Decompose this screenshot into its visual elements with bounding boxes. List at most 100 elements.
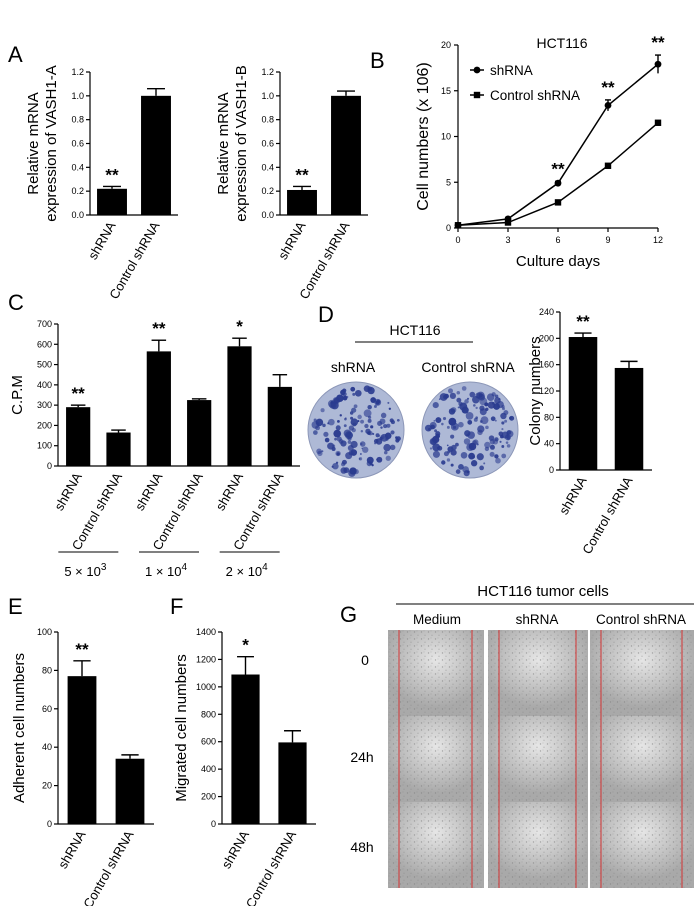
colony-dot <box>466 470 470 474</box>
y-tick-label: 0 <box>549 465 554 475</box>
colony-dot <box>491 392 496 397</box>
colony-dot <box>455 469 461 474</box>
colony-dot <box>432 401 439 409</box>
bar <box>146 351 171 466</box>
category-label: Control shRNA <box>243 828 300 906</box>
chart-colony-numbers: 0 40 80 120 160 200 240 Colony numbers ** shRNACo… <box>527 307 652 557</box>
panel-letter-d: D <box>318 302 334 327</box>
colony-dot <box>380 412 387 419</box>
bar <box>568 337 598 470</box>
colony-dot <box>472 440 477 446</box>
y-axis-label: Adherent cell numbers <box>11 653 28 803</box>
y-tick-label: 80 <box>42 665 52 675</box>
colony-dot <box>458 401 463 407</box>
data-point <box>604 101 612 109</box>
colony-dot <box>313 430 318 435</box>
colony-dot <box>494 454 499 459</box>
colony-dot <box>448 388 454 394</box>
colony-dot <box>467 431 475 439</box>
colony-dot <box>476 443 479 446</box>
colony-dot <box>373 438 379 444</box>
colony-dot <box>332 462 339 470</box>
colony-images: HCT116 shRNA Control shRNA <box>307 322 519 479</box>
colony-dot <box>504 419 508 423</box>
y-tick-label: 1200 <box>196 654 216 664</box>
colony-dot <box>501 428 504 431</box>
colony-dot <box>388 407 392 410</box>
significance-mark: * <box>236 317 243 336</box>
colony-dot <box>509 416 512 420</box>
category-label: shRNA <box>556 474 590 517</box>
colony-dot <box>365 428 371 434</box>
colony-dot <box>479 405 485 411</box>
colony-dot <box>327 442 335 450</box>
category-label: Control shRNA <box>80 828 137 906</box>
colony-dot <box>321 450 324 453</box>
colony-dot <box>470 460 478 467</box>
colony-dot <box>432 450 440 458</box>
wound-row-48h: 48h <box>350 839 373 855</box>
colony-dot <box>361 447 364 450</box>
panel-letter-g: G <box>340 602 357 627</box>
group-label: 1 × 104 <box>145 562 188 579</box>
chart-migrated-cells: 0 200 400 600 800 1000 1200 1400 Migrated cell n… <box>173 627 316 906</box>
panel-letter-f: F <box>170 594 183 619</box>
colony-dot <box>370 397 377 403</box>
colony-dot <box>468 452 475 460</box>
category-label: shRNA <box>85 219 119 262</box>
colony-dot <box>479 397 488 406</box>
colony-dot <box>446 458 451 462</box>
y-tick-label: 240 <box>539 307 554 317</box>
colony-dot <box>432 443 441 452</box>
colony-dot <box>386 423 391 428</box>
y-axis-label: Relative mRNA <box>25 92 42 195</box>
colony-dot <box>336 436 342 442</box>
colony-dot <box>350 440 358 449</box>
wound-image-texture <box>590 716 694 802</box>
colony-dot <box>354 389 362 397</box>
colony-dot <box>463 438 471 445</box>
y-axis-label: expression of VASH1-A <box>43 65 60 221</box>
y-tick-label: 0 <box>47 819 52 829</box>
colony-dot <box>360 429 364 433</box>
colony-dot <box>501 431 509 439</box>
colony-dot <box>383 443 391 452</box>
colony-dot <box>366 460 372 467</box>
wound-image-texture <box>590 630 694 716</box>
colony-dot <box>328 418 335 426</box>
significance-mark: ** <box>551 159 565 178</box>
legend-label: Control shRNA <box>490 88 580 103</box>
colony-dot <box>368 415 372 419</box>
category-label: shRNA <box>51 470 85 513</box>
colony-dot <box>337 419 340 423</box>
colony-dot <box>336 394 344 402</box>
colony-dot <box>455 442 459 447</box>
colony-dot <box>441 422 444 426</box>
chart-growth-curve: 0 5 10 15 20 0 3 6 9 12 Culture days Cell numbers (… <box>415 33 665 270</box>
colony-dot <box>389 444 396 451</box>
colony-dot <box>457 406 460 409</box>
colony-dot <box>340 389 346 396</box>
data-point <box>554 199 562 206</box>
x-axis-label: Culture days <box>516 253 600 270</box>
colony-dot <box>363 385 371 393</box>
bar <box>187 400 212 466</box>
colony-dot <box>484 446 490 452</box>
colony-dot <box>458 421 464 428</box>
colony-dot <box>315 425 321 431</box>
bar <box>115 758 145 824</box>
y-tick-label: 0.8 <box>261 115 274 125</box>
colony-dot <box>461 406 469 414</box>
colony-dot <box>464 399 469 404</box>
colony-dot <box>349 411 354 415</box>
colony-dot <box>433 419 436 422</box>
wound-image-texture <box>488 716 588 802</box>
colony-dot <box>466 443 475 452</box>
colony-dot <box>470 445 473 448</box>
y-tick-label: 100 <box>37 627 52 637</box>
y-axis-label: Migrated cell numbers <box>173 654 190 802</box>
y-tick-label: 0.6 <box>71 139 84 149</box>
chart-title: HCT116 <box>536 35 587 51</box>
colony-dot <box>353 404 358 409</box>
colony-dot <box>476 453 484 461</box>
